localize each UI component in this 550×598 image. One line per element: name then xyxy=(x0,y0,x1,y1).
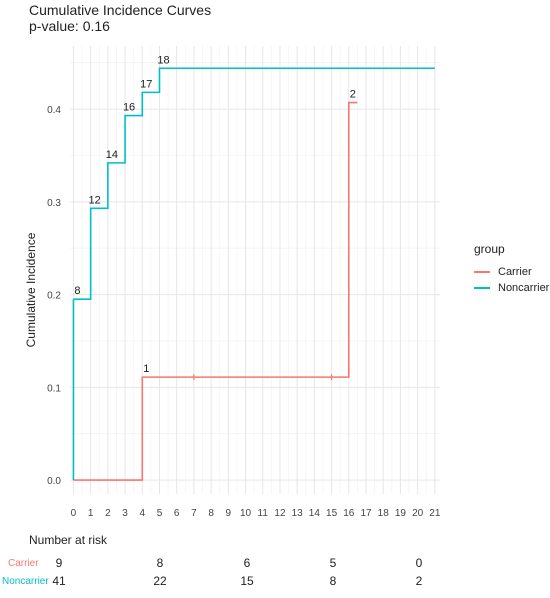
x-tick-label: 14 xyxy=(309,508,321,519)
x-tick-label: 10 xyxy=(240,508,252,519)
legend-item-noncarrier: Noncarrier xyxy=(474,282,549,294)
x-tick-label: 17 xyxy=(360,508,372,519)
event-count-label: 8 xyxy=(74,285,80,297)
risk-cell: 2 xyxy=(415,574,423,588)
event-count-label: 12 xyxy=(89,194,101,206)
risk-row-label-carrier: Carrier xyxy=(8,558,39,569)
x-tick-label: 4 xyxy=(139,508,145,519)
y-tick-label: 0.3 xyxy=(47,198,61,209)
x-tick-label: 3 xyxy=(122,508,128,519)
legend-key-carrier xyxy=(474,271,490,273)
x-tick-label: 7 xyxy=(191,508,197,519)
x-tick-label: 8 xyxy=(208,508,214,519)
legend-title: group xyxy=(474,242,505,256)
risk-cell: 8 xyxy=(156,556,164,570)
series-line-noncarrier xyxy=(73,67,435,301)
event-count-label: 17 xyxy=(140,78,152,90)
y-tick-label: 0.2 xyxy=(47,291,61,302)
chart-subtitle: p-value: 0.16 xyxy=(29,18,110,34)
legend-label-noncarrier: Noncarrier xyxy=(498,282,550,294)
x-tick-label: 1 xyxy=(88,508,94,519)
risk-cell: 9 xyxy=(55,556,63,570)
x-tick-label: 13 xyxy=(292,508,304,519)
x-tick-label: 6 xyxy=(174,508,180,519)
x-tick-label: 18 xyxy=(378,508,390,519)
x-tick-label: 11 xyxy=(258,508,269,519)
x-axis-ticks: 0 1 2 3 4 5 6 7 8 9 10 11 12 13 14 15 16 17 18 19 20 21 xyxy=(71,508,441,519)
event-count-label: 18 xyxy=(157,54,169,66)
risk-cell: 41 xyxy=(52,574,66,588)
risk-table-title: Number at risk xyxy=(29,533,108,547)
risk-cell: 22 xyxy=(153,574,167,588)
x-tick-label: 9 xyxy=(226,508,232,519)
x-tick-label: 20 xyxy=(412,508,424,519)
y-tick-label: 0.1 xyxy=(47,383,61,394)
x-tick-label: 12 xyxy=(274,508,286,519)
risk-cell: 8 xyxy=(329,574,337,588)
event-count-label: 16 xyxy=(123,102,135,114)
x-tick-label: 19 xyxy=(395,508,407,519)
y-axis-ticks: 0.0 0.1 0.2 0.3 0.4 xyxy=(47,105,61,487)
y-tick-label: 0.4 xyxy=(47,105,61,116)
y-axis-label: Cumulative Incidence xyxy=(24,232,38,347)
risk-cell: 5 xyxy=(329,556,337,570)
event-count-label: 14 xyxy=(106,149,118,161)
chart-title: Cumulative Incidence Curves xyxy=(29,2,212,18)
y-tick-label: 0.0 xyxy=(47,476,61,487)
x-tick-label: 21 xyxy=(429,508,441,519)
x-tick-label: 2 xyxy=(105,508,111,519)
event-count-label: 2 xyxy=(350,89,356,101)
legend-key-noncarrier xyxy=(474,287,490,289)
risk-cell: 15 xyxy=(240,574,254,588)
gridlines xyxy=(70,46,440,494)
risk-cell: 6 xyxy=(243,556,251,570)
series-lines xyxy=(72,67,435,481)
legend-item-carrier: Carrier xyxy=(474,266,532,278)
x-tick-label: 15 xyxy=(326,508,338,519)
x-tick-label: 16 xyxy=(343,508,355,519)
legend-label-carrier: Carrier xyxy=(498,266,532,278)
event-count-label: 1 xyxy=(143,363,149,375)
risk-cell: 0 xyxy=(415,556,423,570)
risk-row-label-noncarrier: Noncarrier xyxy=(2,576,49,587)
x-tick-label: 5 xyxy=(157,508,163,519)
x-tick-label: 0 xyxy=(71,508,77,519)
series-line-carrier xyxy=(73,101,358,481)
